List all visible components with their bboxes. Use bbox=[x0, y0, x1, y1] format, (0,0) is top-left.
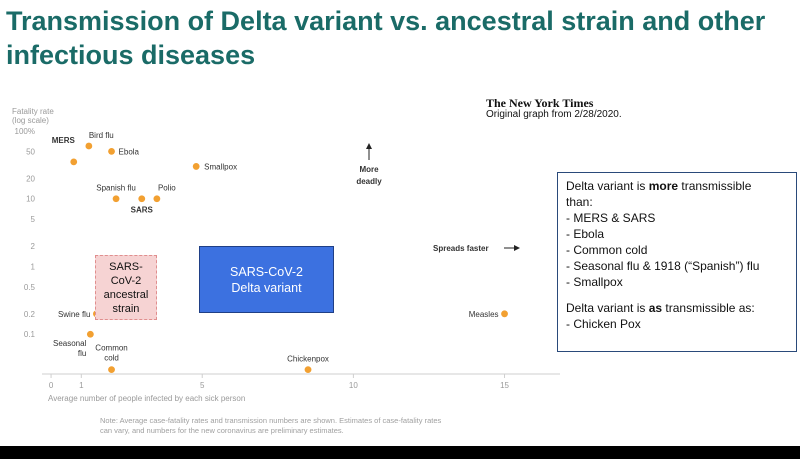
callout-as-heading: Delta variant is as transmissible as: bbox=[566, 300, 788, 316]
callout-as-item: - Chicken Pox bbox=[566, 317, 641, 331]
data-point bbox=[85, 142, 93, 150]
y-tick-label: 20 bbox=[26, 174, 35, 183]
y-tick-label: 100% bbox=[15, 127, 35, 136]
list-item: Common cold bbox=[566, 242, 788, 258]
more-deadly-label-1: More bbox=[359, 165, 379, 174]
point-label: MERS bbox=[52, 136, 76, 145]
callout-heading-post: transmissible bbox=[678, 179, 752, 193]
point-label: Swine flu bbox=[58, 310, 90, 319]
data-point bbox=[108, 147, 115, 155]
y-tick-label: 50 bbox=[26, 147, 35, 156]
list-item: Ebola bbox=[566, 226, 788, 242]
data-point bbox=[138, 195, 146, 203]
point-label-line: Seasonal bbox=[53, 339, 87, 348]
y-tick-label: 5 bbox=[31, 215, 36, 224]
point-label-line: Common bbox=[95, 344, 127, 353]
ancestral-label-1: SARS- bbox=[109, 260, 143, 273]
y-tick-label: 10 bbox=[26, 195, 35, 204]
more-deadly-label-2: deadly bbox=[356, 177, 382, 186]
delta-variant-box: SARS-CoV-2 Delta variant bbox=[199, 246, 334, 313]
point-label: Ebola bbox=[119, 147, 140, 156]
callout-heading: Delta variant is more transmissible bbox=[566, 178, 788, 194]
point-label: SARS bbox=[131, 206, 154, 215]
nyt-logo: The New York Times bbox=[486, 96, 594, 110]
x-tick-label: 0 bbox=[49, 381, 54, 390]
more-transmissible-list: MERS & SARS Ebola Common cold Seasonal f… bbox=[566, 210, 788, 290]
y-axis-label-line2: (log scale) bbox=[12, 116, 49, 125]
data-point bbox=[112, 195, 120, 203]
x-tick-label: 15 bbox=[500, 381, 509, 390]
point-label: Common cold bbox=[95, 344, 127, 363]
point-label-line: cold bbox=[104, 354, 119, 363]
x-axis-label: Average number of people infected by eac… bbox=[48, 394, 245, 403]
data-point bbox=[501, 310, 508, 318]
callout-as-post: transmissible as: bbox=[662, 301, 755, 315]
x-tick-label: 10 bbox=[349, 381, 358, 390]
bottom-bar bbox=[0, 446, 800, 459]
x-tick-label: 1 bbox=[79, 381, 84, 390]
callout-than: than: bbox=[566, 195, 593, 209]
comparison-callout: Delta variant is more transmissible than… bbox=[557, 172, 797, 352]
source-caption: Original graph from 2/28/2020. bbox=[486, 109, 622, 120]
data-point bbox=[304, 366, 312, 374]
list-item: Smallpox bbox=[566, 274, 788, 290]
ancestral-strain-box: SARS- CoV-2 ancestral strain bbox=[95, 255, 157, 320]
data-points: MERS Bird flu Ebola Smallpox Spanish flu SARS… bbox=[52, 131, 508, 374]
point-label-line: flu bbox=[78, 349, 86, 358]
y-tick-label: 0.5 bbox=[24, 283, 36, 292]
data-point bbox=[70, 158, 78, 166]
point-label: Bird flu bbox=[89, 131, 114, 140]
y-axis-label-line1: Fatality rate bbox=[12, 107, 54, 116]
y-tick-label: 2 bbox=[31, 242, 36, 251]
spreads-faster-label: Spreads faster bbox=[433, 244, 489, 253]
y-tick-label: 1 bbox=[31, 262, 36, 271]
list-item: Seasonal flu & 1918 (“Spanish”) flu bbox=[566, 258, 788, 274]
callout-heading-pre: Delta variant is bbox=[566, 179, 649, 193]
list-item: MERS & SARS bbox=[566, 210, 788, 226]
slide-title: Transmission of Delta variant vs. ancest… bbox=[6, 6, 766, 70]
point-label: Spanish flu bbox=[96, 184, 136, 193]
ancestral-label-4: strain bbox=[112, 302, 140, 315]
point-label: Polio bbox=[158, 184, 176, 193]
delta-label-1: SARS-CoV-2 bbox=[230, 264, 303, 279]
data-point bbox=[86, 330, 94, 338]
spreads-faster-arrowhead bbox=[514, 245, 520, 251]
y-tick-label: 0.1 bbox=[24, 330, 36, 339]
callout-as-bold: as bbox=[648, 301, 663, 315]
data-point bbox=[192, 163, 200, 170]
callout-as-pre: Delta variant is bbox=[566, 301, 649, 315]
chart-note-line2: can vary, and numbers for the new corona… bbox=[100, 426, 344, 435]
data-point bbox=[153, 195, 161, 203]
point-label: Seasonal flu bbox=[53, 339, 87, 358]
y-ticks: 100% 50 20 10 5 2 1 0.5 0.2 0.1 bbox=[15, 127, 36, 339]
callout-heading-bold: more bbox=[648, 179, 679, 193]
point-label: Measles bbox=[469, 310, 499, 319]
delta-label-2: Delta variant bbox=[231, 280, 302, 295]
chart-note: Note: Average case-fatality rates and tr… bbox=[100, 416, 520, 436]
chart-note-line1: Note: Average case-fatality rates and tr… bbox=[100, 416, 442, 425]
y-tick-label: 0.2 bbox=[24, 310, 36, 319]
point-label: Chickenpox bbox=[287, 355, 329, 364]
x-tick-label: 5 bbox=[200, 381, 205, 390]
data-point bbox=[108, 366, 115, 374]
ancestral-label-2: CoV-2 bbox=[110, 274, 142, 287]
point-label: Smallpox bbox=[204, 162, 237, 171]
x-ticks: 0 1 5 10 15 bbox=[49, 374, 510, 390]
ancestral-label-3: ancestral bbox=[103, 288, 149, 301]
more-deadly-arrowhead bbox=[366, 143, 372, 149]
